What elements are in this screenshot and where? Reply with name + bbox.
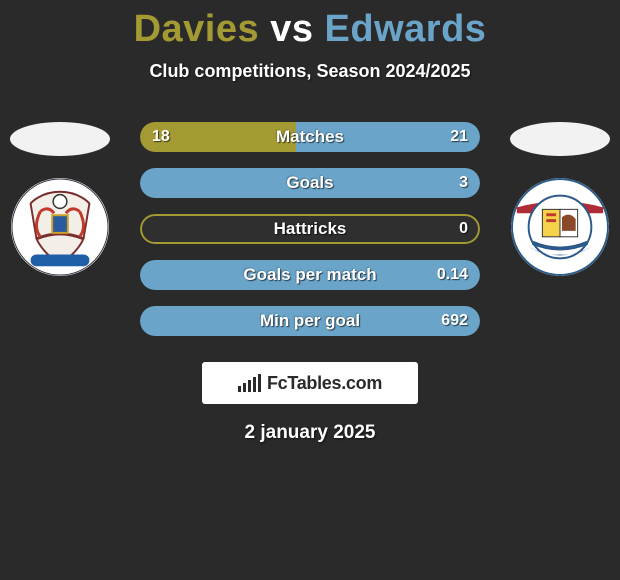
brand-badge: FcTables.com xyxy=(202,362,418,404)
player2-club-badge xyxy=(511,178,609,276)
player1-photo xyxy=(10,122,110,156)
player1-club-badge xyxy=(11,178,109,276)
comparison-card: Davies vs Edwards Club competitions, Sea… xyxy=(0,0,620,580)
stat-row: Goals3 xyxy=(140,168,480,198)
footer-block: FcTables.com 2 january 2025 xyxy=(0,352,620,444)
bar-icon-segment xyxy=(238,386,241,392)
player2-name: Edwards xyxy=(325,8,487,50)
stat-value-right: 0 xyxy=(459,214,468,244)
stat-value-right: 692 xyxy=(441,306,468,336)
bar-icon-segment xyxy=(243,383,246,392)
stat-value-right: 0.14 xyxy=(437,260,468,290)
page-title: Davies vs Edwards xyxy=(0,0,620,51)
player2-column xyxy=(500,122,620,276)
stat-row: Min per goal692 xyxy=(140,306,480,336)
stat-label: Min per goal xyxy=(140,306,480,336)
snapshot-date: 2 january 2025 xyxy=(0,422,620,444)
vs-word: vs xyxy=(270,8,313,50)
player1-name: Davies xyxy=(134,8,260,50)
bar-chart-icon xyxy=(238,374,261,392)
club-crest-icon xyxy=(511,178,609,276)
stats-container: Matches18 21 Goals3 Hattricks0 Goals per mat… xyxy=(140,122,480,352)
stat-row: Goals per match0.14 xyxy=(140,260,480,290)
player2-photo xyxy=(510,122,610,156)
player1-column xyxy=(0,122,120,276)
stat-value-right: 3 xyxy=(459,168,468,198)
stat-label: Matches xyxy=(140,122,480,152)
bar-icon-segment xyxy=(253,377,256,392)
stat-label: Goals per match xyxy=(140,260,480,290)
stat-label: Hattricks xyxy=(140,214,480,244)
stat-row: Matches18 21 xyxy=(140,122,480,152)
bar-icon-segment xyxy=(248,380,251,392)
bar-icon-segment xyxy=(258,374,261,392)
stat-value-right: 21 xyxy=(450,122,468,152)
stat-label: Goals xyxy=(140,168,480,198)
stat-value-left: 18 xyxy=(152,122,170,152)
brand-text: FcTables.com xyxy=(267,373,382,394)
stat-row: Hattricks0 xyxy=(140,214,480,244)
subtitle: Club competitions, Season 2024/2025 xyxy=(0,61,620,82)
club-crest-icon xyxy=(11,178,109,276)
